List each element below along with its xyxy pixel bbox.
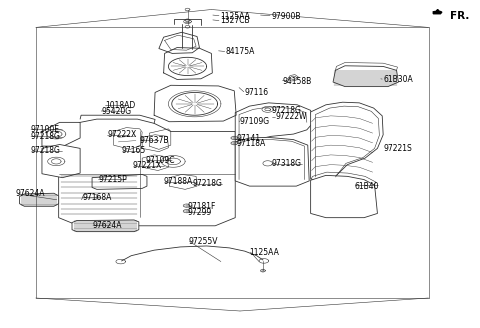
Text: 97299: 97299	[188, 208, 212, 216]
Polygon shape	[114, 128, 142, 149]
Polygon shape	[42, 145, 80, 178]
Polygon shape	[333, 66, 398, 87]
Text: 97221S: 97221S	[383, 144, 412, 153]
Text: 84175A: 84175A	[226, 47, 255, 56]
Text: 95420G: 95420G	[102, 107, 132, 116]
Text: 97624A: 97624A	[92, 221, 121, 230]
Text: 97221X: 97221X	[132, 161, 162, 170]
Text: 1018AD: 1018AD	[106, 101, 136, 110]
Polygon shape	[142, 135, 168, 152]
Text: 97118A: 97118A	[237, 139, 266, 148]
Text: 61B40: 61B40	[355, 182, 379, 191]
Text: 97222W: 97222W	[276, 113, 307, 121]
Text: 97900B: 97900B	[271, 11, 300, 21]
Polygon shape	[311, 175, 377, 218]
Polygon shape	[159, 32, 199, 53]
Polygon shape	[72, 220, 139, 232]
Text: 97109C: 97109C	[146, 156, 176, 165]
Text: 97218G: 97218G	[30, 147, 60, 155]
Polygon shape	[59, 119, 235, 226]
Polygon shape	[20, 193, 59, 206]
Text: FR.: FR.	[450, 11, 469, 21]
Text: 97165: 97165	[121, 147, 146, 155]
Text: 97100E: 97100E	[30, 125, 59, 134]
Text: 97141: 97141	[237, 134, 261, 143]
Text: 97637B: 97637B	[140, 136, 169, 145]
Text: 97624A: 97624A	[16, 190, 45, 198]
Polygon shape	[42, 122, 80, 146]
Polygon shape	[235, 137, 309, 186]
Text: 94158B: 94158B	[283, 76, 312, 86]
Text: 97116: 97116	[245, 88, 269, 97]
Polygon shape	[311, 102, 383, 183]
Text: 61B30A: 61B30A	[383, 75, 413, 84]
Polygon shape	[437, 10, 439, 11]
Text: 97168A: 97168A	[83, 193, 112, 202]
Text: 97109G: 97109G	[240, 117, 270, 126]
Text: 97222X: 97222X	[108, 130, 137, 139]
Text: 97218G: 97218G	[192, 179, 222, 188]
Text: 1125AA: 1125AA	[250, 248, 279, 257]
Text: 97181F: 97181F	[188, 202, 216, 212]
Text: 97218G: 97218G	[271, 106, 301, 115]
Polygon shape	[92, 174, 147, 189]
Text: 97188A: 97188A	[164, 177, 193, 186]
Polygon shape	[235, 103, 312, 140]
Text: 97318G: 97318G	[271, 159, 301, 169]
Text: 1327CB: 1327CB	[220, 16, 250, 25]
Text: 97215P: 97215P	[98, 175, 127, 184]
Text: 97218G: 97218G	[30, 132, 60, 141]
Text: 1125AA: 1125AA	[220, 11, 250, 21]
Text: 97255V: 97255V	[189, 237, 218, 246]
Polygon shape	[433, 11, 442, 14]
